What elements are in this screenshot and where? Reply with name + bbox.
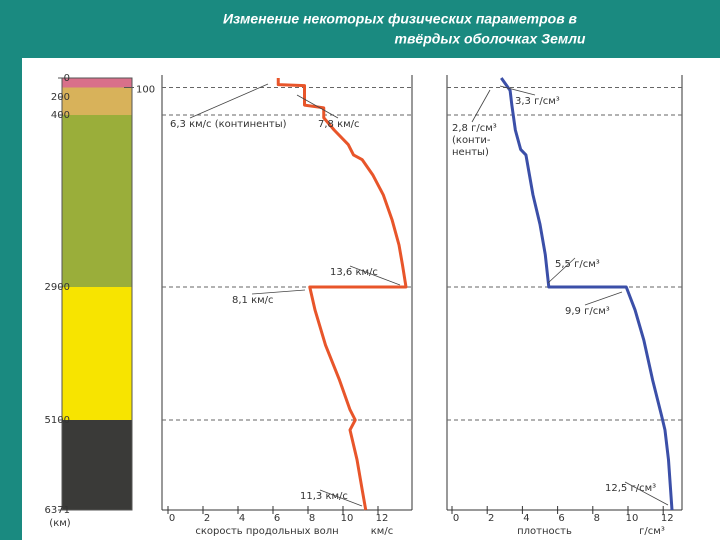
x-tick-label: 8 xyxy=(309,513,315,524)
annotation: 7,8 км/с xyxy=(318,119,360,130)
annotation: 5,5 г/см³ xyxy=(555,259,600,270)
annotation-arrow xyxy=(547,257,576,284)
earth-layer xyxy=(62,115,132,287)
annotation: 8,1 км/с xyxy=(232,295,274,306)
title-line: Изменение некоторых физических параметро… xyxy=(223,11,578,27)
x-tick-label: 12 xyxy=(376,513,389,524)
annotation: 13,6 км/с xyxy=(330,267,378,278)
annotation-arrow xyxy=(251,289,306,295)
x-tick-label: 12 xyxy=(661,513,674,524)
x-tick-label: 4 xyxy=(239,513,245,524)
title-line: твёрдых оболочках Земли xyxy=(395,31,586,47)
annotation: 12,5 г/см³ xyxy=(605,483,656,494)
earth-layer xyxy=(62,287,132,420)
depth-tick-label: 2900 xyxy=(45,282,70,293)
annotation-arrow xyxy=(624,481,669,506)
x-tick-label: 0 xyxy=(169,513,175,524)
annotation: 6,3 км/с (континенты) xyxy=(170,119,287,130)
x-tick-label: 10 xyxy=(626,513,639,524)
depth-tick-label: 6371 xyxy=(45,505,70,516)
depth-tick-label: 0 xyxy=(64,73,70,84)
annotation-arrow xyxy=(499,85,536,96)
annotation-arrow xyxy=(189,83,269,119)
x-tick-label: 0 xyxy=(453,513,459,524)
x-tick-label: 2 xyxy=(204,513,210,524)
annotation: ненты) xyxy=(452,147,489,158)
x-tick-label: 4 xyxy=(523,513,529,524)
annotation-arrow xyxy=(296,94,339,119)
profile-line xyxy=(276,78,408,511)
depth-tick-label: 5100 xyxy=(45,415,70,426)
x-axis-label: плотность xyxy=(517,526,572,537)
earth-layer xyxy=(62,420,132,510)
earth-layer xyxy=(62,78,132,88)
annotation: 2,8 г/см³ xyxy=(452,123,497,134)
annotation-arrow xyxy=(319,489,363,507)
profile-line xyxy=(500,77,674,511)
annotation: (конти- xyxy=(452,135,491,146)
x-axis-unit: г/см³ xyxy=(639,526,665,537)
annotation-arrow xyxy=(471,89,491,123)
x-tick-label: 8 xyxy=(594,513,600,524)
annotation: 9,9 г/см³ xyxy=(565,306,610,317)
depth-unit: (км) xyxy=(49,518,70,529)
annotation: 3,3 г/см³ xyxy=(515,96,560,107)
annotation-arrow xyxy=(349,265,401,286)
earth-layer xyxy=(62,87,132,115)
annotation-arrow xyxy=(584,291,623,306)
x-tick-label: 2 xyxy=(488,513,494,524)
x-axis-unit: км/с xyxy=(371,526,393,537)
x-tick-label: 6 xyxy=(274,513,280,524)
column-frame xyxy=(61,77,133,511)
x-axis-label: скорость продольных волн xyxy=(195,526,338,537)
annotation: 11,3 км/с xyxy=(300,491,348,502)
figure-area xyxy=(22,58,720,540)
x-tick-label: 10 xyxy=(341,513,354,524)
depth-marker-label: 100 xyxy=(136,85,155,96)
x-tick-label: 6 xyxy=(558,513,564,524)
